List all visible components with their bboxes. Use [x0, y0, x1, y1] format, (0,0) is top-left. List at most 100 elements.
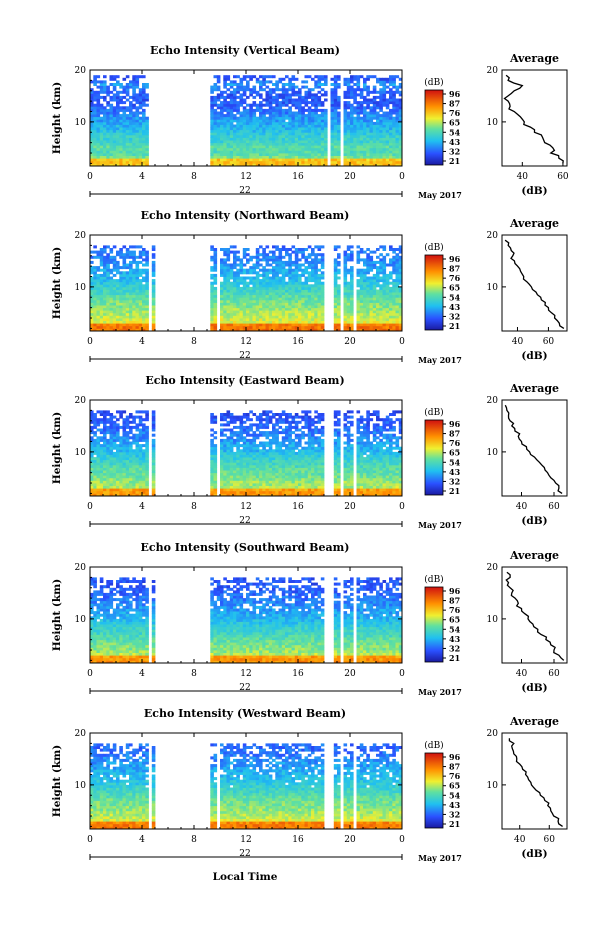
- heat-cell: [337, 315, 341, 319]
- heat-cell: [330, 88, 335, 92]
- heat-cell: [317, 129, 322, 133]
- heat-cell: [281, 101, 286, 105]
- heat-cell: [109, 307, 114, 311]
- heat-cell: [135, 260, 140, 264]
- heat-cell: [398, 248, 403, 251]
- heat-cell: [220, 137, 224, 141]
- heat-cell: [398, 85, 403, 89]
- heat-cell: [99, 318, 104, 321]
- heat-cell: [138, 150, 143, 154]
- heat-cell: [288, 93, 292, 97]
- heat-cell: [333, 289, 338, 293]
- heat-cell: [210, 307, 214, 311]
- heat-cell: [285, 153, 289, 156]
- heat-cell: [249, 121, 253, 125]
- heat-cell: [220, 323, 224, 327]
- heat-cell: [275, 83, 279, 86]
- heat-cell: [109, 248, 114, 251]
- heat-cell: [369, 101, 374, 105]
- heat-cell: [216, 116, 221, 120]
- heat-cell: [122, 255, 127, 259]
- heat-cell: [93, 483, 97, 486]
- heat-cell: [281, 145, 286, 149]
- heat-cell: [125, 472, 130, 476]
- heat-cell: [112, 106, 117, 110]
- heat-cell: [93, 150, 97, 154]
- heat-cell: [324, 121, 328, 125]
- heat-cell: [249, 132, 253, 136]
- heat-cell: [223, 315, 227, 319]
- heat-cell: [132, 299, 136, 303]
- heat-cell: [138, 98, 143, 102]
- heat-cell: [239, 328, 244, 332]
- heat-cell: [90, 305, 94, 309]
- heat-cell: [93, 90, 97, 94]
- heat-cell: [252, 286, 257, 290]
- heat-cell: [350, 310, 354, 314]
- heat-cell: [93, 459, 97, 463]
- heat-cell: [223, 260, 227, 264]
- heat-cell: [294, 271, 299, 275]
- heat-cell: [265, 98, 270, 102]
- heat-cell: [122, 258, 127, 262]
- heat-cell: [363, 77, 367, 81]
- heat-cell: [272, 305, 276, 309]
- heat-cell: [129, 459, 133, 463]
- heat-cell: [268, 134, 273, 138]
- heat-cell: [210, 95, 214, 99]
- heat-cell: [356, 158, 361, 162]
- heat-cell: [389, 260, 393, 264]
- heat-cell: [99, 488, 104, 492]
- heat-cell: [320, 253, 325, 257]
- heat-cell: [304, 281, 309, 285]
- heat-cell: [268, 292, 273, 296]
- heat-cell: [220, 248, 224, 251]
- heat-cell: [372, 124, 377, 128]
- heat-cell: [223, 145, 227, 149]
- heat-cell: [90, 467, 94, 471]
- heat-cell: [99, 124, 104, 128]
- heat-cell: [285, 271, 289, 275]
- heat-cell: [103, 457, 107, 461]
- heat-cell: [288, 281, 292, 285]
- heat-cell: [213, 137, 218, 141]
- heat-cell: [311, 127, 315, 131]
- heat-cell: [320, 145, 325, 149]
- heat-cell: [311, 273, 315, 277]
- heat-cell: [210, 111, 214, 115]
- heat-cell: [122, 88, 127, 92]
- heat-cell: [259, 305, 263, 309]
- heat-cell: [106, 155, 110, 159]
- heat-cell: [90, 279, 94, 283]
- heat-cell: [116, 281, 120, 285]
- heat-cell: [301, 294, 305, 298]
- heat-cell: [278, 155, 283, 159]
- heat-cell: [239, 153, 244, 156]
- heat-cell: [99, 103, 104, 107]
- heat-cell: [346, 310, 351, 314]
- heat-cell: [395, 253, 400, 257]
- heat-cell: [255, 263, 260, 267]
- heat-cell: [96, 279, 101, 283]
- heat-cell: [372, 297, 377, 301]
- heat-cell: [392, 93, 396, 97]
- heat-cell: [132, 119, 136, 123]
- heat-cell: [392, 271, 396, 275]
- heat-cell: [346, 299, 351, 303]
- heat-cell: [138, 470, 143, 474]
- heat-cell: [379, 114, 383, 118]
- heat-cell: [122, 483, 127, 486]
- heat-cell: [268, 137, 273, 141]
- heat-cell: [366, 294, 370, 298]
- heat-cell: [116, 454, 120, 458]
- heat-cell: [135, 279, 140, 283]
- heat-cell: [376, 297, 380, 301]
- heat-cell: [229, 114, 234, 118]
- heat-cell: [90, 95, 94, 99]
- heat-cell: [109, 116, 114, 120]
- heat-cell: [213, 302, 218, 306]
- heat-cell: [242, 299, 247, 303]
- heat-cell: [138, 286, 143, 290]
- heat-cell: [93, 472, 97, 476]
- avg-y-tick-label: 20: [487, 66, 499, 76]
